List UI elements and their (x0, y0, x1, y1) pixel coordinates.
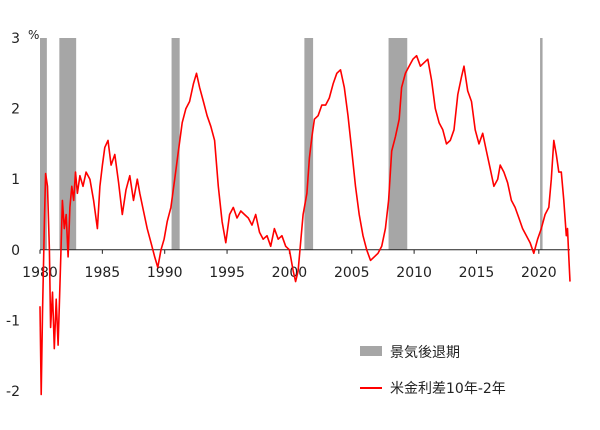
recession-band (540, 38, 543, 250)
x-tick-label: 1990 (147, 265, 183, 281)
recession-band (388, 38, 408, 250)
y-unit-label: % (28, 28, 39, 42)
recession-band (59, 38, 77, 250)
y-tick-label: 3 (11, 31, 20, 47)
y-axis: -2 -1 0 1 2 3 (6, 31, 20, 400)
x-tick-label: 1995 (209, 265, 245, 281)
y-tick-label: 0 (11, 243, 20, 259)
x-tick-label: 2015 (459, 265, 495, 281)
series-line (39, 54, 571, 396)
x-tick-label: 2020 (521, 265, 557, 281)
x-tick-label: 1980 (22, 265, 58, 281)
x-tick-label: 2005 (334, 265, 370, 281)
legend-recession-label: 景気後退期 (390, 345, 460, 361)
x-tick-label: 2000 (272, 265, 308, 281)
recession-band (40, 38, 47, 250)
x-tick-label: 1985 (85, 265, 121, 281)
recession-shading (40, 38, 543, 250)
x-tick-label: 2010 (396, 265, 432, 281)
recession-band (171, 38, 180, 250)
legend-recession-swatch (360, 346, 382, 356)
legend-spread-label: 米金利差10年-2年 (390, 381, 506, 397)
x-tick-labels: 1980 1985 1990 1995 2000 2005 2010 2015 2020 (22, 249, 557, 281)
y-tick-label: -2 (6, 384, 20, 400)
legend: 景気後退期 米金利差10年-2年 (360, 345, 506, 397)
recession-band (304, 38, 314, 250)
y-tick-label: 1 (11, 172, 20, 188)
y-tick-label: 2 (11, 102, 20, 118)
y-tick-label: -1 (6, 313, 20, 329)
